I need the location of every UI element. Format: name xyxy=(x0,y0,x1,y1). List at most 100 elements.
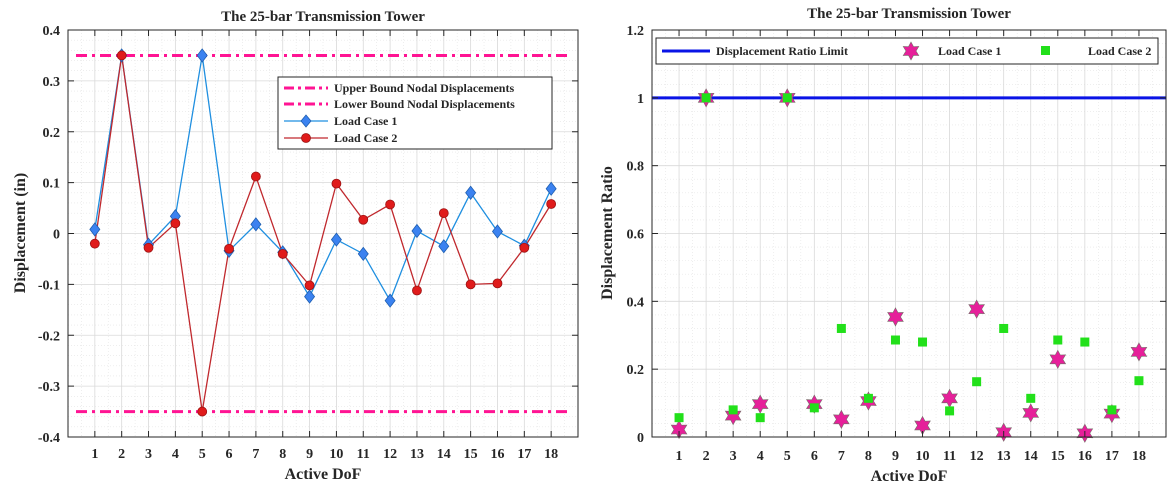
x-tick-label: 13 xyxy=(997,449,1011,464)
y-tick-label: 0.2 xyxy=(627,363,645,378)
data-point xyxy=(1134,376,1144,386)
x-tick-label: 3 xyxy=(145,447,152,462)
x-tick-label: 3 xyxy=(730,449,737,464)
y-tick-label: 0.1 xyxy=(43,177,61,192)
legend: Upper Bound Nodal Displacements Lower Bo… xyxy=(277,76,553,150)
data-point xyxy=(89,222,101,237)
x-tick-label: 7 xyxy=(252,447,259,462)
data-point xyxy=(1049,349,1067,369)
chart-title: The 25-bar Transmission Tower xyxy=(807,6,1011,22)
chart-title: The 25-bar Transmission Tower xyxy=(221,9,425,25)
y-tick-label: 0 xyxy=(53,228,60,243)
data-point xyxy=(968,299,985,319)
y-tick-label: 0.6 xyxy=(627,228,645,243)
x-tick-label: 10 xyxy=(916,449,930,464)
data-point xyxy=(809,403,819,413)
x-axis-label: Active DoF xyxy=(871,468,948,485)
data-point xyxy=(412,285,422,296)
legend-label: Upper Bound Nodal Displacements xyxy=(334,81,514,95)
data-point xyxy=(357,246,369,262)
x-tick-label: 5 xyxy=(199,447,206,462)
data-point xyxy=(250,217,262,232)
legend-marker-square xyxy=(1041,46,1050,55)
data-point xyxy=(438,239,450,254)
x-tick-label: 15 xyxy=(1051,449,1065,464)
y-tick-label: 1 xyxy=(637,92,644,107)
data-point xyxy=(116,50,127,61)
legend-label: Displacement Ratio Limit xyxy=(716,44,848,58)
x-tick-label: 18 xyxy=(1132,449,1146,464)
x-tick-label: 10 xyxy=(329,447,343,462)
data-point xyxy=(250,171,261,182)
x-tick-label: 6 xyxy=(226,447,233,462)
data-point xyxy=(330,232,342,247)
data-point xyxy=(465,279,476,290)
data-point xyxy=(277,248,288,259)
legend-marker-circle xyxy=(301,133,311,143)
series-markers xyxy=(670,88,1148,443)
legend-label: Load Case 2 xyxy=(1088,44,1151,58)
legend-entry-ratio-limit: Displacement Ratio Limit xyxy=(662,44,848,58)
data-point xyxy=(728,405,738,415)
x-tick-label: 9 xyxy=(892,449,899,464)
y-axis-label: Displacement Ratio xyxy=(599,166,616,300)
x-tick-label: 4 xyxy=(757,449,764,464)
data-point xyxy=(1080,337,1090,347)
series-line xyxy=(94,55,552,303)
legend-entry-load-case-1: Load Case 1 xyxy=(902,41,1001,61)
data-point xyxy=(519,242,530,253)
y-tick-label: -0.3 xyxy=(38,380,60,395)
y-tick-label: 0.4 xyxy=(43,24,61,39)
displacement-ratio-chart: 00.20.40.60.811.21 2 3 4 5 6 7 8 9 10 11 12 13 14 15 16… xyxy=(599,6,1167,485)
x-tick-label: 8 xyxy=(279,447,286,462)
data-point xyxy=(545,181,557,196)
x-tick-label: 14 xyxy=(437,447,451,462)
data-point xyxy=(546,199,557,209)
y-tick-label: 0.3 xyxy=(43,75,61,90)
x-tick-label: 14 xyxy=(1024,449,1038,464)
x-tick-label: 9 xyxy=(306,447,313,462)
axis-ticks: 00.20.40.60.811.21 2 3 4 5 6 7 8 9 10 11 12 13 14 15 16… xyxy=(627,24,1166,464)
x-tick-label: 11 xyxy=(943,449,956,464)
data-point xyxy=(491,224,503,239)
y-tick-label: 0.2 xyxy=(43,126,61,141)
legend-label: Load Case 1 xyxy=(938,44,1001,58)
data-point xyxy=(465,185,477,200)
data-point xyxy=(674,413,684,423)
data-point xyxy=(385,199,396,210)
data-point xyxy=(670,419,688,440)
data-point xyxy=(197,406,208,417)
data-point xyxy=(1026,393,1036,403)
bound-lines xyxy=(76,53,570,414)
data-point xyxy=(143,242,154,253)
y-tick-label: -0.2 xyxy=(38,329,60,344)
legend-entry-load-case-2: Load Case 2 xyxy=(1041,44,1151,58)
data-point xyxy=(918,337,928,347)
y-tick-label: 0 xyxy=(637,431,644,446)
y-tick-label: 0.8 xyxy=(627,160,645,175)
x-tick-label: 12 xyxy=(383,447,397,462)
legend-label: Lower Bound Nodal Displacements xyxy=(334,97,515,111)
data-point xyxy=(755,413,765,423)
data-point xyxy=(833,409,850,429)
data-point xyxy=(224,243,234,254)
x-tick-label: 16 xyxy=(1078,449,1092,464)
data-point xyxy=(863,393,873,403)
legend-label: Load Case 1 xyxy=(334,114,397,128)
data-point xyxy=(782,93,792,103)
x-tick-label: 1 xyxy=(91,447,98,462)
y-tick-label: 0.4 xyxy=(627,295,645,310)
series-markers xyxy=(89,48,557,417)
legend-label: Load Case 2 xyxy=(334,131,397,145)
legend-marker-hexagram xyxy=(902,41,920,61)
x-tick-label: 17 xyxy=(517,447,531,462)
data-point xyxy=(945,406,955,416)
data-point xyxy=(331,178,342,189)
displacement-chart: -0.4-0.3-0.2-0.100.10.20.30.41 2 3 4 5 6 7 8 9 10… xyxy=(12,9,579,483)
data-point xyxy=(999,323,1009,333)
data-point xyxy=(836,323,846,333)
x-tick-label: 12 xyxy=(970,449,984,464)
legend-box xyxy=(277,76,553,150)
axis-ticks: -0.4-0.3-0.2-0.100.10.20.30.41 2 3 4 5 6 7 8 9 10… xyxy=(38,24,578,462)
